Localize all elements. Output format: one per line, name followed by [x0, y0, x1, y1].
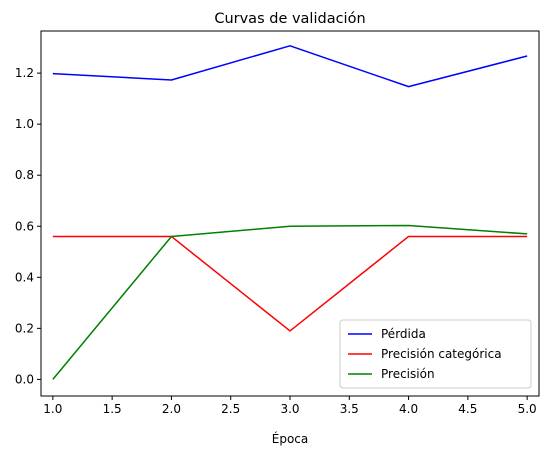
y-tick-label: 0.8	[15, 168, 34, 182]
x-tick-label: 2.0	[162, 402, 181, 416]
x-tick-label: 3.0	[280, 402, 299, 416]
y-tick-label: 0.0	[15, 372, 34, 386]
legend: Pérdida Precisión categórica Precisión	[339, 319, 532, 389]
series-line-1	[52, 45, 528, 88]
y-tick-label: 1.0	[15, 117, 34, 131]
y-tick-label: 0.4	[15, 270, 34, 284]
x-tick-label: 1.0	[43, 402, 62, 416]
x-tick-label: 4.5	[458, 402, 477, 416]
x-tick-label: 1.5	[103, 402, 122, 416]
legend-box	[339, 319, 532, 389]
y-tick-label: 0.2	[15, 321, 34, 335]
y-axis: 0.0 0.2 0.4 0.6 0.8 1.0 1.2	[15, 66, 41, 386]
y-tick-label: 0.6	[15, 219, 34, 233]
plot-frame	[40, 30, 540, 397]
chart-title: Curvas de validación	[214, 11, 365, 27]
legend-entry: Pérdida	[381, 327, 426, 341]
series-line-3	[52, 224, 528, 380]
x-tick-label: 2.5	[221, 402, 240, 416]
x-tick-label: 3.5	[340, 402, 359, 416]
x-axis-label: Época	[272, 431, 309, 446]
x-axis: 1.0 1.5 2.0 2.5 3.0 3.5 4.0 4.5 5.0	[43, 396, 537, 416]
series-lines	[52, 45, 528, 380]
x-tick-label: 4.0	[399, 402, 418, 416]
legend-entry: Precisión categórica	[381, 347, 502, 361]
series-line-2	[52, 235, 528, 332]
legend-entry: Precisión	[381, 367, 435, 381]
y-tick-label: 1.2	[15, 66, 34, 80]
x-tick-label: 5.0	[518, 402, 537, 416]
